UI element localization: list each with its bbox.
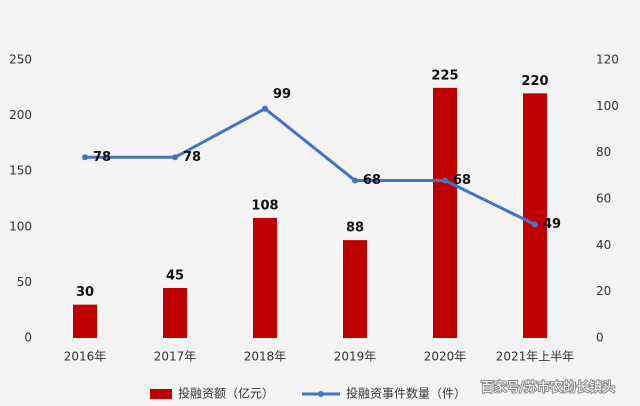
value-label: 78	[93, 150, 111, 165]
value-label: 108	[251, 198, 278, 213]
legend-swatch	[318, 391, 324, 397]
bar	[253, 217, 277, 338]
line-point	[442, 177, 448, 184]
y2-tick-label: 60	[596, 192, 611, 206]
x-tick-label: 2021年上半年	[496, 350, 575, 364]
line-point	[262, 105, 268, 112]
x-tick-label: 2016年	[64, 350, 107, 364]
y2-tick-label: 100	[596, 99, 619, 113]
bar	[73, 304, 97, 338]
value-label: 99	[273, 87, 291, 102]
legend-label: 投融资额（亿元）	[178, 386, 274, 401]
x-tick-label: 2017年	[154, 350, 197, 364]
y-tick-label: 250	[9, 53, 32, 67]
value-label: 225	[431, 68, 458, 83]
y-tick-label: 100	[9, 219, 32, 233]
value-label: 30	[76, 285, 94, 300]
y2-tick-label: 80	[596, 145, 611, 159]
line-point	[82, 154, 88, 161]
y-tick-label: 200	[9, 108, 32, 122]
bar	[433, 87, 457, 338]
x-tick-label: 2018年	[244, 350, 287, 364]
bar	[343, 240, 367, 338]
value-label: 68	[453, 173, 471, 188]
bar	[523, 93, 547, 338]
line-point	[352, 177, 358, 184]
y2-tick-label: 20	[596, 284, 611, 298]
value-label: 49	[543, 217, 561, 232]
watermark: 百家号/苏市农的长镇头	[481, 380, 615, 396]
y2-tick-label: 120	[596, 53, 619, 67]
line-point	[172, 154, 178, 161]
value-label: 78	[183, 150, 201, 165]
value-label: 45	[166, 268, 184, 283]
line	[85, 106, 536, 226]
value-label: 88	[346, 221, 364, 236]
x-tick-label: 2020年	[424, 350, 467, 364]
legend-label: 投融资事件数量（件）	[346, 386, 466, 401]
value-label: 68	[363, 173, 381, 188]
x-tick-label: 2019年	[334, 350, 377, 364]
y-tick-label: 50	[17, 275, 32, 289]
y2-tick-label: 40	[596, 238, 611, 252]
bar	[163, 287, 187, 338]
y-tick-label: 150	[9, 164, 32, 178]
y-tick-label: 0	[24, 331, 32, 345]
line-point	[532, 221, 538, 228]
value-label: 220	[521, 74, 548, 89]
y2-tick-label: 0	[596, 331, 604, 345]
legend-swatch	[150, 389, 172, 399]
